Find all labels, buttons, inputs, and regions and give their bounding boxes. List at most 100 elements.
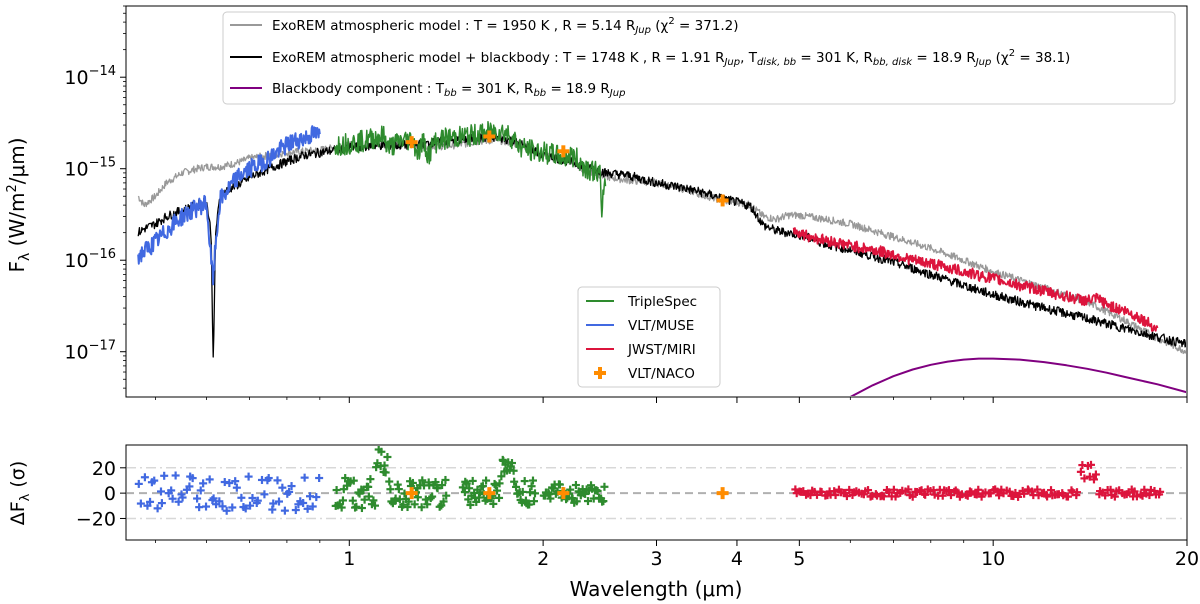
- residual-point: [199, 479, 208, 488]
- residual-point: [417, 503, 426, 512]
- residual-point: [348, 496, 357, 505]
- residual-point: [830, 487, 839, 496]
- residual-point: [140, 473, 149, 482]
- residual-point: [1073, 488, 1082, 497]
- residual-point: [974, 485, 983, 494]
- residual-point: [462, 479, 471, 488]
- residual-point: [566, 485, 575, 494]
- residual-point: [134, 479, 143, 488]
- residual-point: [386, 485, 395, 494]
- residual-point: [493, 486, 502, 495]
- residual-point: [413, 493, 422, 502]
- y-tick-label: 10−15: [64, 156, 116, 181]
- residual-point: [465, 484, 474, 493]
- residual-point: [1086, 460, 1095, 469]
- residual-point: [193, 494, 202, 503]
- legend-label-naco: VLT/NACO: [628, 366, 695, 382]
- residual-point: [908, 492, 917, 501]
- residual-point: [472, 497, 481, 506]
- spectrum-x-ticks: [155, 397, 1188, 403]
- residual-y-tick-label: −20: [76, 508, 116, 530]
- residual-point: [403, 503, 412, 512]
- residual-point: [1130, 487, 1139, 496]
- residual-point: [215, 497, 224, 506]
- residual-point: [185, 482, 194, 491]
- series-exorem-atmospheric-model-blackbody: [137, 132, 1186, 358]
- x-tick-label: 1: [343, 548, 355, 570]
- residual-point: [225, 479, 234, 488]
- residual-point: [884, 488, 893, 497]
- residual-point: [160, 471, 169, 480]
- series-vlt-muse: [137, 125, 321, 286]
- residual-point: [489, 499, 498, 508]
- residual-point: [495, 479, 504, 488]
- residual-point: [404, 497, 413, 506]
- residual-point: [1156, 487, 1165, 496]
- residual-point: [497, 472, 506, 481]
- residual-point: [136, 499, 145, 508]
- residual-point: [349, 476, 358, 485]
- residual-point: [423, 500, 432, 509]
- residual-point: [438, 481, 447, 490]
- residual-point: [599, 497, 608, 506]
- residual-point: [253, 496, 262, 505]
- residual-point: [495, 493, 504, 502]
- spectrum-panel: 10−14 10−15 10−16 10−17 Fλ (W/m2/μm) ExoREM…: [5, 5, 1188, 403]
- series-jwst-miri: [792, 227, 1159, 332]
- residual-point: [385, 477, 394, 486]
- residual-point: [383, 452, 392, 461]
- residual-point: [393, 480, 402, 489]
- residual-point: [364, 492, 373, 501]
- residual-point: [291, 506, 300, 515]
- residual-point: [303, 504, 312, 513]
- naco-point: [716, 194, 729, 207]
- naco-point: [405, 136, 418, 149]
- x-axis-label: Wavelength (μm): [570, 577, 743, 601]
- residual-point: [921, 490, 930, 499]
- residual-point: [1080, 474, 1089, 483]
- legend-label-miri: JWST/MIRI: [627, 342, 696, 358]
- residual-point: [381, 468, 390, 477]
- residual-point: [178, 493, 187, 502]
- residual-naco-markers: [405, 487, 729, 500]
- residual-plot-area: [127, 446, 1186, 520]
- residual-point: [315, 474, 324, 483]
- legend-label-triplespec: TripleSpec: [627, 294, 697, 310]
- residual-point: [205, 475, 214, 484]
- residual-point: [478, 482, 487, 491]
- residual-panel: 20 0 −20 1 2 3 4 5 10 20 ΔFλ (σ) Wavelength (μm): [7, 444, 1199, 601]
- residual-x-ticks: 1 2 3 4 5 10 20: [155, 540, 1199, 570]
- residual-point: [337, 503, 346, 512]
- spectrum-plot-area: [137, 120, 1186, 396]
- residual-point: [528, 476, 537, 485]
- residual-point: [231, 477, 240, 486]
- residual-point: [530, 489, 539, 498]
- residual-point: [1047, 486, 1056, 495]
- residual-point: [260, 490, 269, 499]
- y-tick-label: 10−17: [64, 339, 116, 364]
- residual-point: [241, 504, 250, 513]
- x-tick-label: 5: [793, 548, 805, 570]
- residual-point: [248, 493, 257, 502]
- residual-point: [188, 474, 197, 483]
- residual-point: [871, 490, 880, 499]
- y-tick-label: 10−14: [64, 64, 116, 89]
- residual-naco-point: [716, 487, 729, 500]
- residual-point: [408, 478, 417, 487]
- residual-point: [218, 502, 227, 511]
- residual-point: [1063, 492, 1072, 501]
- legend-models-frame: [222, 11, 1176, 105]
- residual-point: [520, 477, 529, 486]
- residual-point: [1020, 489, 1029, 498]
- residual-point: [377, 447, 386, 456]
- residual-point: [545, 490, 554, 499]
- residual-point: [845, 485, 854, 494]
- residual-point: [995, 491, 1004, 500]
- residual-point: [246, 501, 255, 510]
- residual-point: [196, 486, 205, 495]
- naco-point: [483, 130, 496, 143]
- legend-label-muse: VLT/MUSE: [628, 318, 694, 334]
- residual-y-tick-label: 0: [104, 483, 116, 505]
- residual-point: [352, 502, 361, 511]
- residual-point: [171, 471, 180, 480]
